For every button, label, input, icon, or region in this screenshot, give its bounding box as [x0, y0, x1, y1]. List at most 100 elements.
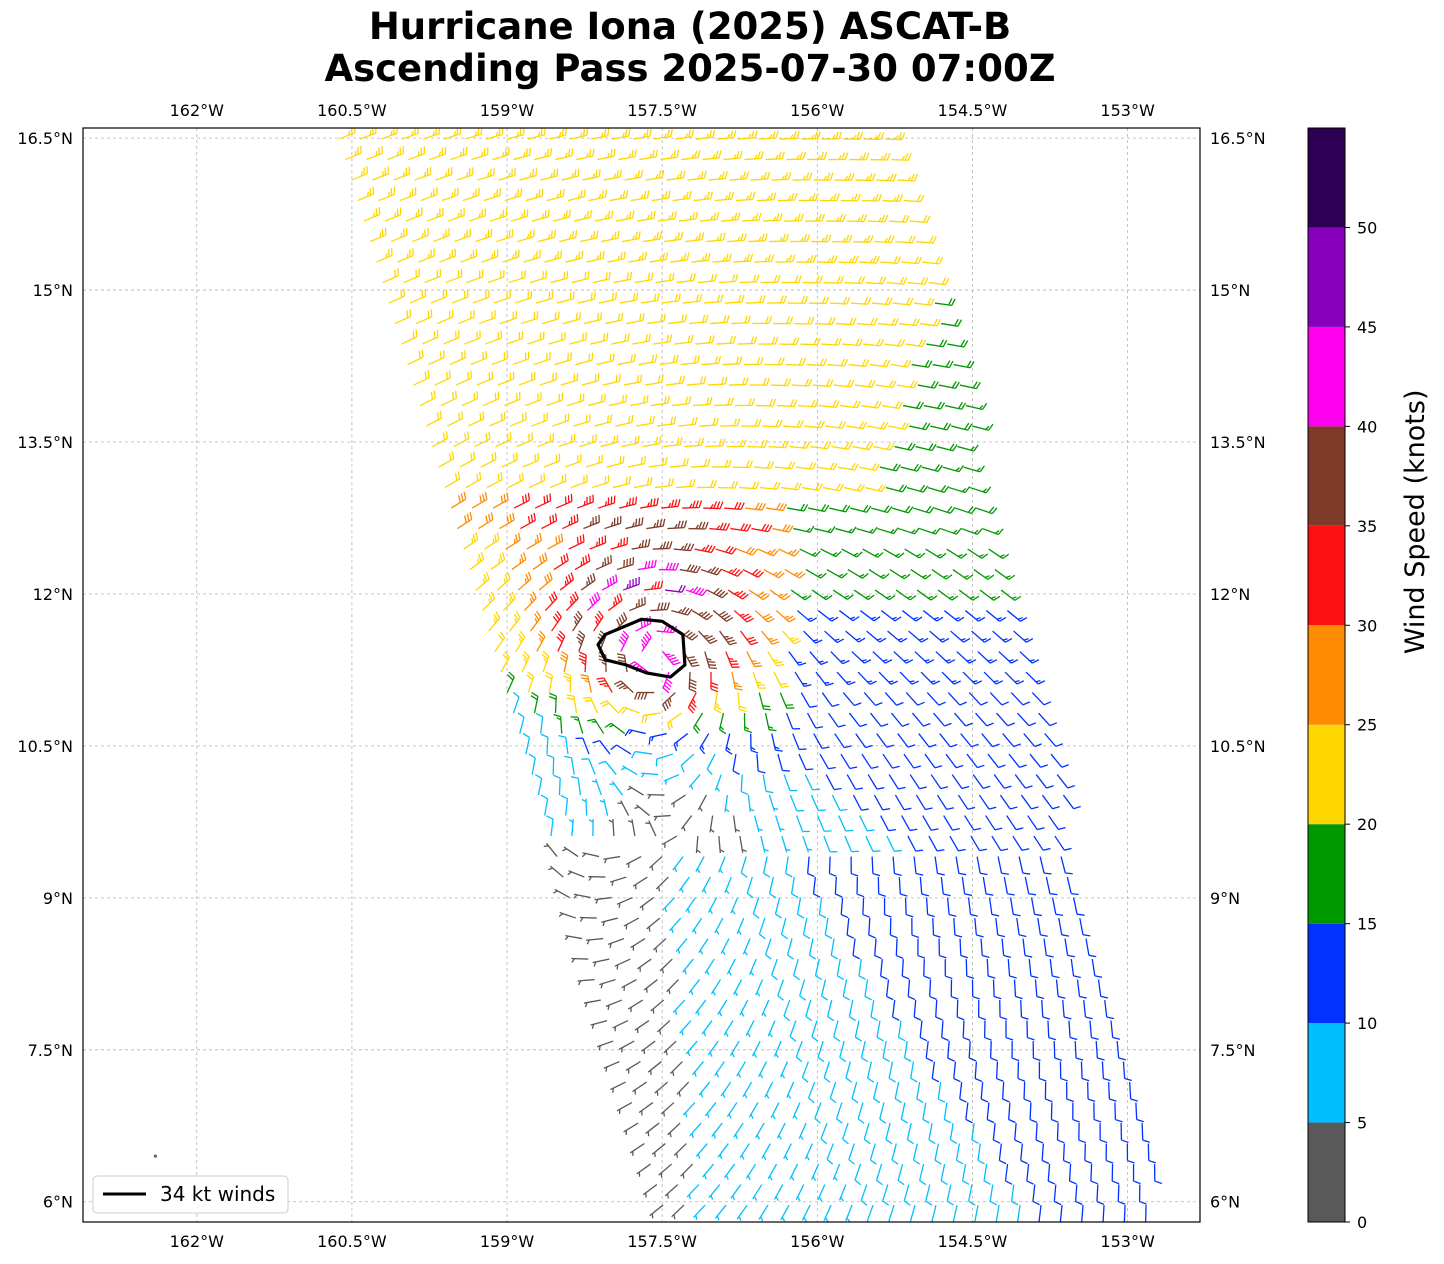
wind-barb — [612, 1019, 629, 1032]
wind-barb — [566, 694, 578, 714]
wind-barb — [710, 314, 730, 325]
wind-barb — [871, 856, 881, 877]
wind-barb — [580, 573, 596, 591]
wind-barb — [937, 1081, 946, 1103]
wind-barb — [789, 440, 811, 449]
wind-barb — [1059, 1205, 1063, 1222]
wind-barb — [790, 876, 799, 899]
wind-barb — [1019, 651, 1040, 664]
wind-barb — [759, 130, 779, 140]
wind-barb — [946, 548, 968, 559]
wind-barb — [704, 1102, 717, 1119]
wind-barb — [528, 473, 546, 489]
wind-barb — [562, 513, 579, 530]
wind-barb — [592, 958, 610, 967]
wind-barb — [785, 856, 793, 878]
wind-barb — [860, 400, 882, 409]
wind-barb — [1091, 958, 1103, 978]
wind-barb — [868, 569, 890, 580]
wind-barb — [912, 712, 931, 727]
wind-barb — [885, 979, 894, 1001]
wind-barb — [965, 1102, 973, 1124]
wind-barb — [769, 233, 790, 243]
wind-barb — [630, 190, 650, 202]
wind-barb — [966, 753, 985, 769]
wind-barb — [1093, 1102, 1102, 1123]
wind-barb — [699, 733, 710, 755]
wind-barb — [1072, 897, 1085, 916]
wind-barb — [1000, 589, 1022, 601]
wind-barb — [799, 979, 807, 1001]
wind-barb — [623, 917, 640, 930]
wind-barb — [578, 651, 587, 673]
wind-barb — [925, 897, 935, 918]
wind-barb — [1051, 897, 1064, 917]
wind-barb — [519, 168, 538, 181]
wind-barb — [530, 691, 539, 714]
wind-barb — [817, 610, 839, 622]
wind-barb — [788, 651, 807, 666]
wind-barb — [716, 335, 737, 345]
lat-tick-label-right: 10.5°N — [1210, 737, 1266, 756]
wind-barb — [700, 1226, 711, 1241]
wind-barb — [1038, 1204, 1042, 1222]
wind-barb — [877, 877, 886, 898]
wind-barb — [892, 856, 902, 877]
wind-barb — [862, 897, 871, 918]
wind-barb — [1141, 1123, 1150, 1143]
wind-barb — [443, 330, 460, 345]
colorbar-bin — [1308, 1023, 1345, 1123]
wind-barb — [938, 938, 947, 959]
wind-barb — [691, 252, 711, 263]
wind-barb — [916, 235, 937, 244]
wind-barb — [754, 610, 775, 623]
graticule — [83, 128, 1200, 1222]
wind-barb — [1016, 1204, 1021, 1222]
wind-barb — [645, 1122, 660, 1137]
wind-barb — [457, 511, 473, 530]
wind-barb — [572, 610, 583, 632]
colorbar-tick-label: 5 — [1357, 1114, 1367, 1133]
wind-barb — [896, 380, 918, 389]
wind-barb — [796, 897, 805, 919]
wind-barb — [718, 836, 725, 854]
wind-barb — [1041, 1000, 1051, 1020]
wind-barb — [561, 168, 580, 181]
wind-barb — [911, 918, 920, 939]
wind-barb — [767, 1020, 776, 1038]
wind-barb — [718, 274, 739, 284]
wind-barb — [744, 151, 764, 161]
wind-barb — [964, 815, 982, 831]
wind-barb — [575, 352, 594, 366]
wind-barb — [577, 978, 595, 986]
wind-barb — [919, 877, 930, 897]
wind-barb — [748, 233, 768, 243]
wind-barb — [631, 538, 651, 550]
wind-barb — [1101, 1061, 1111, 1082]
wind-barb — [714, 917, 724, 935]
wind-barb — [581, 852, 600, 858]
wind-barbs — [338, 128, 1163, 1243]
wind-barb — [748, 958, 757, 976]
wind-barb — [399, 187, 417, 202]
wind-barb — [724, 876, 732, 895]
lon-tick-label: 159°W — [480, 1232, 535, 1251]
wind-barb — [1114, 1102, 1123, 1123]
wind-barb — [585, 454, 604, 468]
wind-barb — [606, 455, 625, 468]
wind-barb — [773, 671, 790, 688]
wind-barb — [1026, 1163, 1034, 1185]
wind-barb — [890, 712, 910, 727]
wind-barb — [1074, 1184, 1083, 1206]
wind-barb — [549, 473, 567, 489]
wind-barb — [587, 718, 605, 734]
wind-barb — [627, 456, 647, 468]
wind-barb — [720, 1081, 732, 1099]
wind-barb — [502, 249, 520, 263]
wind-barb — [711, 459, 732, 468]
wind-barb — [881, 401, 904, 410]
wind-barb — [852, 1226, 858, 1243]
wind-barb — [564, 935, 583, 941]
wind-barb — [678, 876, 690, 893]
wind-barb — [867, 774, 885, 790]
